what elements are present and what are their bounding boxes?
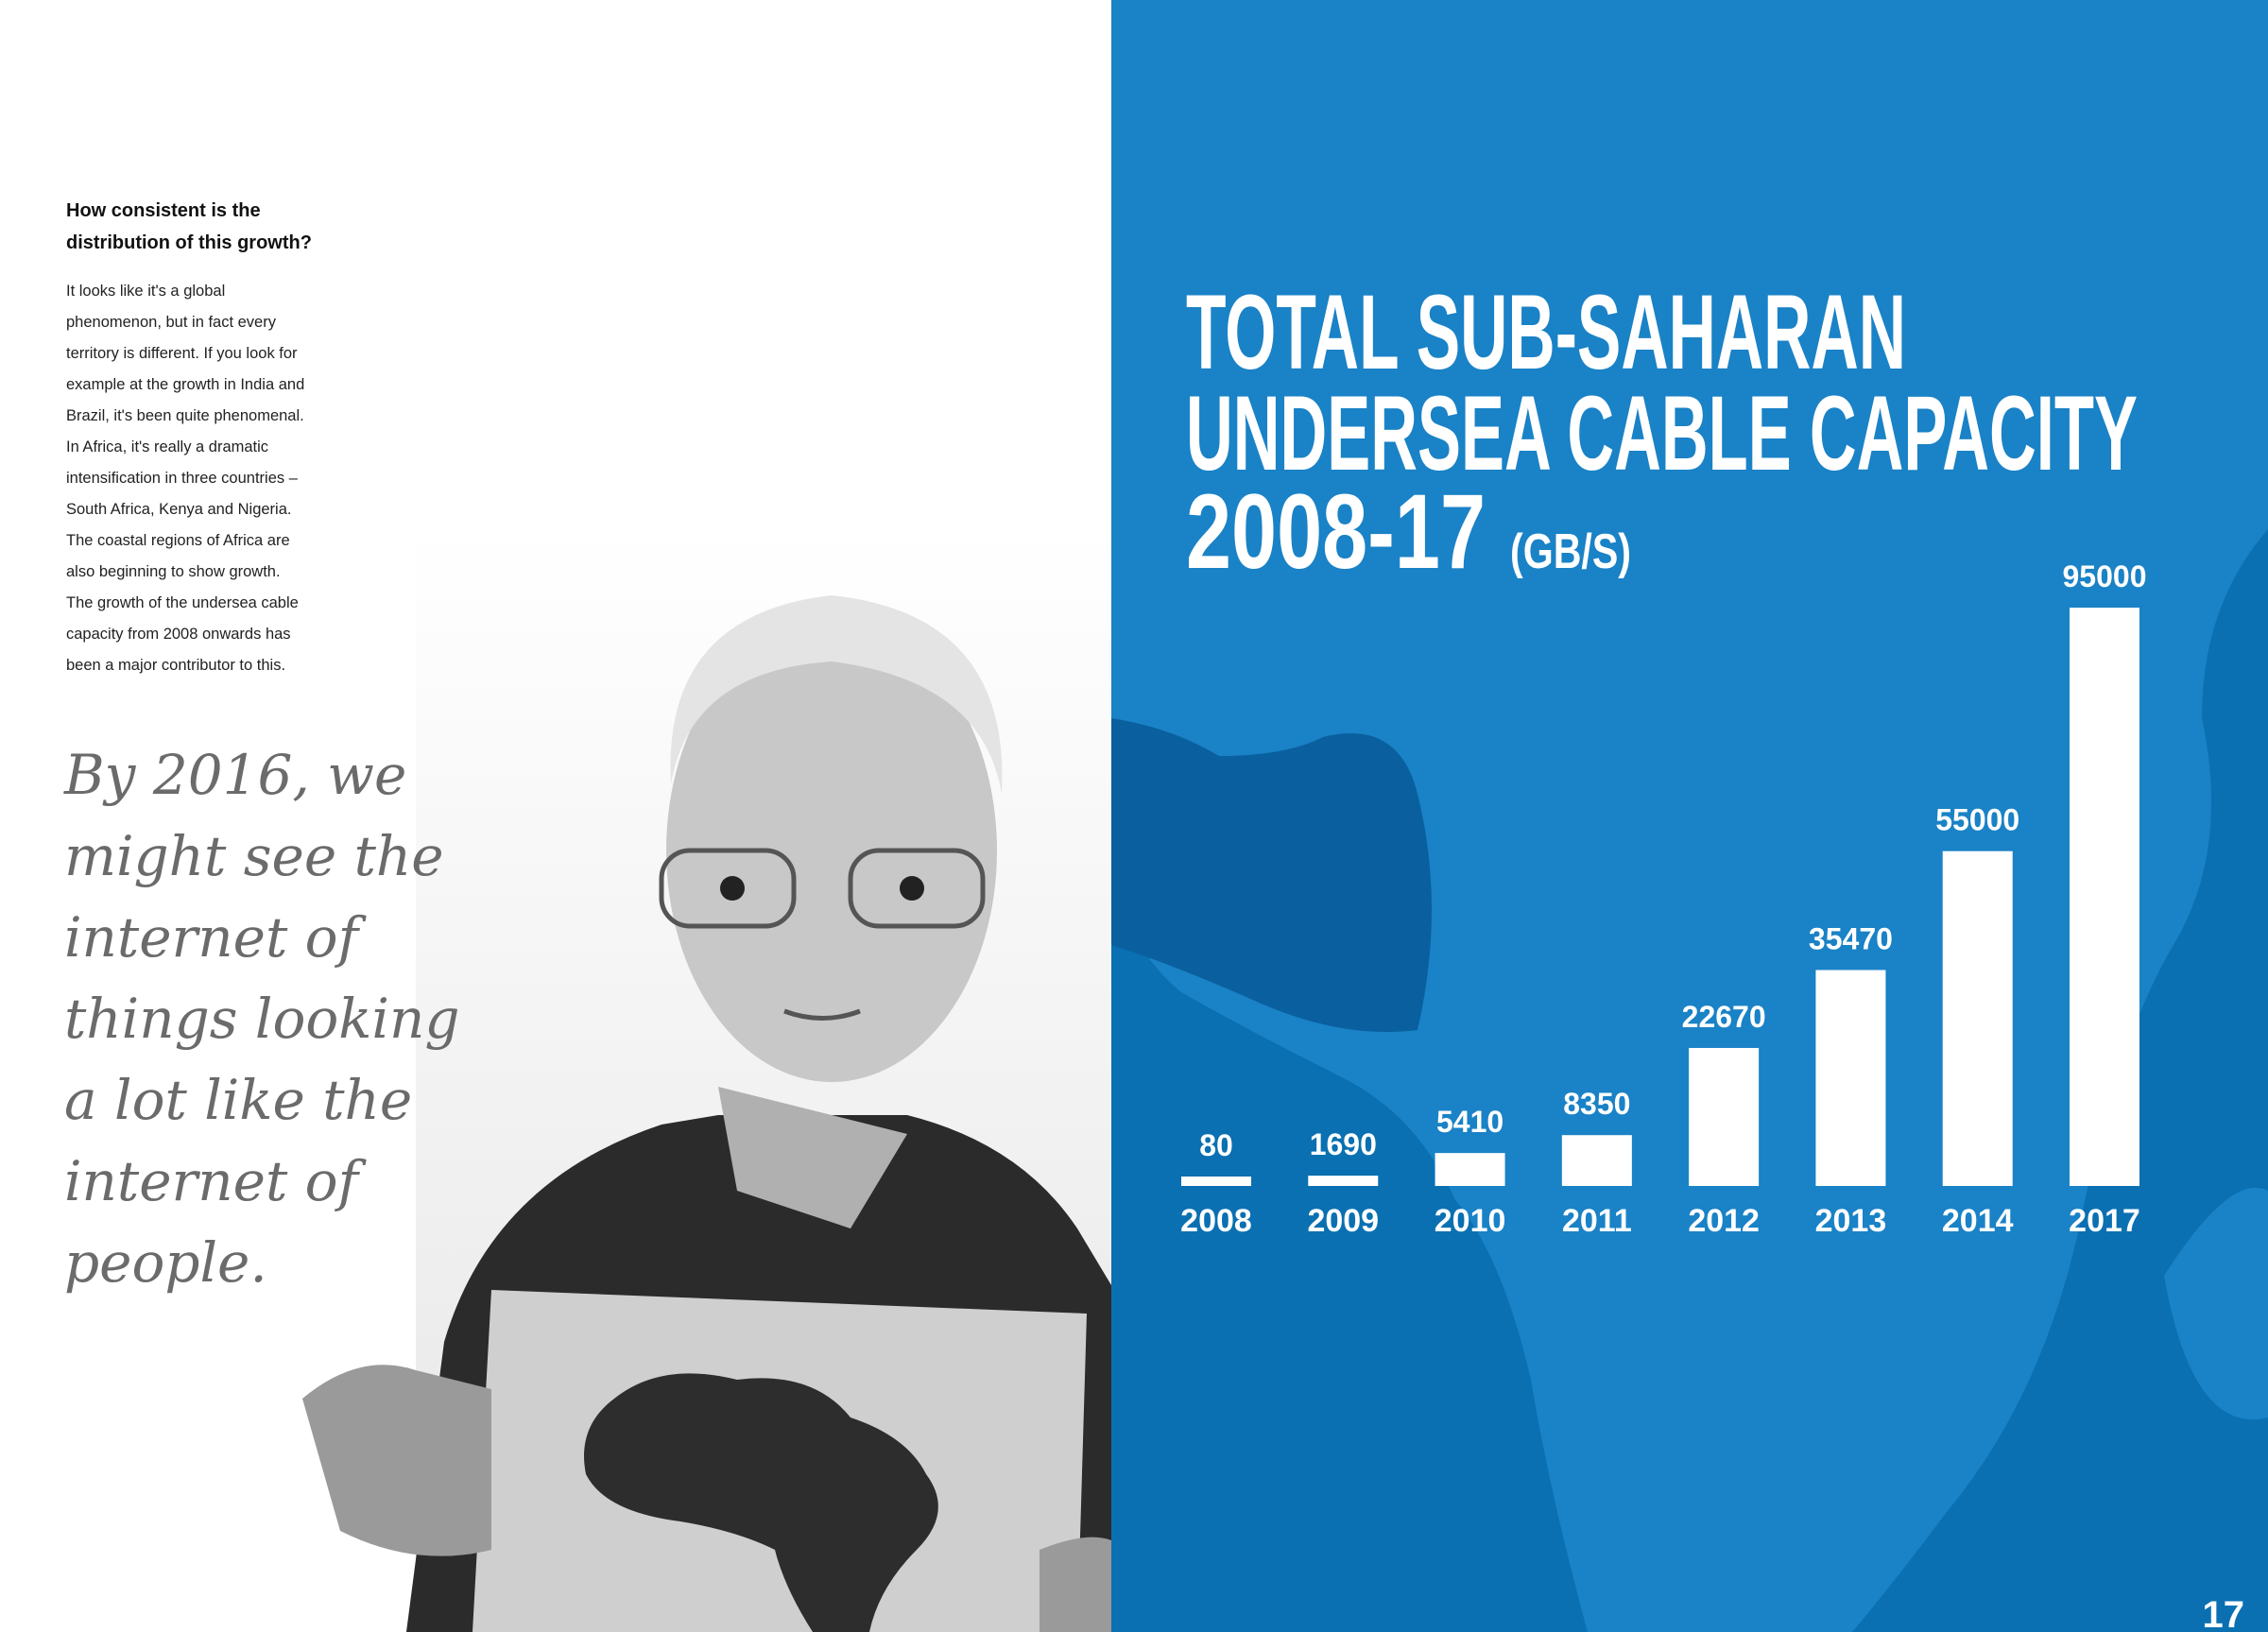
body-line: In Africa, it's really a dramatic (66, 438, 268, 455)
body-line: also beginning to show growth. (66, 563, 281, 580)
body-line: been a major contributor to this. (66, 657, 285, 674)
map-shade (1111, 718, 1432, 1032)
eye (720, 876, 745, 901)
category-label: 2012 (1688, 1203, 1760, 1239)
bar (1308, 1176, 1379, 1186)
category-label: 2008 (1180, 1203, 1252, 1239)
glasses-left (659, 848, 797, 929)
title-line: 2008-17 (1186, 472, 1486, 591)
value-label: 55000 (1935, 803, 2019, 837)
body-line: capacity from 2008 onwards has (66, 626, 291, 643)
bar (1689, 1047, 1760, 1186)
heading-line: distribution of this growth? (66, 232, 312, 253)
body-line: It looks like it's a global (66, 283, 225, 300)
quote-line: a lot like the (64, 1068, 412, 1132)
category-label: 2017 (2069, 1203, 2140, 1239)
body-line: phenomenon, but in fact every (66, 314, 277, 331)
title-line: UNDERSEA CABLE CAPACITY (1186, 374, 2138, 492)
quote-line: might see the (64, 824, 444, 888)
quote-line: people. (64, 1230, 267, 1295)
chart-title: TOTAL SUB-SAHARAN UNDERSEA CABLE CAPACIT… (1186, 273, 2138, 591)
africa-silhouette (584, 1373, 938, 1632)
body-line: South Africa, Kenya and Nigeria. (66, 501, 291, 518)
hair (670, 595, 1003, 794)
category-label: 2011 (1562, 1203, 1632, 1239)
body-line: The growth of the undersea cable (66, 594, 299, 611)
hand (302, 1365, 491, 1556)
africa-map (1111, 0, 2268, 1632)
bar (1815, 970, 1886, 1186)
head (666, 619, 997, 1082)
bar (1942, 850, 2013, 1186)
value-label: 5410 (1436, 1105, 1503, 1139)
body-line: example at the growth in India and (66, 376, 304, 393)
page-number: 17 (2203, 1594, 2245, 1632)
quote-line: things looking (64, 987, 459, 1051)
photo (302, 529, 1111, 1632)
value-label: 80 (1199, 1128, 1233, 1162)
neck (718, 1087, 907, 1228)
bar (1561, 1135, 1632, 1186)
value-label: 8350 (1563, 1087, 1630, 1121)
category-label: 2014 (1942, 1203, 2014, 1239)
glasses-right (848, 848, 986, 929)
bar (2070, 608, 2139, 1186)
quote-line: internet of (64, 905, 368, 970)
body-line: Brazil, it's been quite phenomenal. (66, 407, 304, 424)
body-line: territory is different. If you look for (66, 345, 298, 362)
title-line: TOTAL SUB-SAHARAN (1186, 273, 1906, 391)
hand (1040, 1537, 1111, 1632)
unit-label: (GB/S) (1510, 524, 1631, 579)
value-label: 22670 (1682, 1000, 1766, 1034)
mouth (783, 1008, 861, 1021)
left-text: How consistent is the distribution of thi… (63, 200, 459, 1295)
value-label: 1690 (1310, 1127, 1377, 1161)
category-label: 2013 (1815, 1203, 1887, 1239)
body-line: The coastal regions of Africa are (66, 532, 290, 549)
value-label: 95000 (2063, 559, 2147, 593)
category-label: 2010 (1435, 1203, 1506, 1239)
quote-line: internet of (64, 1149, 368, 1213)
bar (1181, 1177, 1251, 1186)
body-line: intensification in three countries – (66, 470, 299, 487)
eye (900, 876, 924, 901)
madagascar (2164, 1187, 2268, 1420)
category-label: 2009 (1307, 1203, 1379, 1239)
bar-chart: 80 2008 1690 2009 5410 2010 8350 2011 22670 2012 3… (1180, 559, 2146, 1239)
value-label: 35470 (1809, 921, 1893, 955)
quote-line: By 2016, we (63, 743, 406, 807)
heading-line: How consistent is the (66, 200, 261, 221)
bar (1435, 1153, 1505, 1186)
